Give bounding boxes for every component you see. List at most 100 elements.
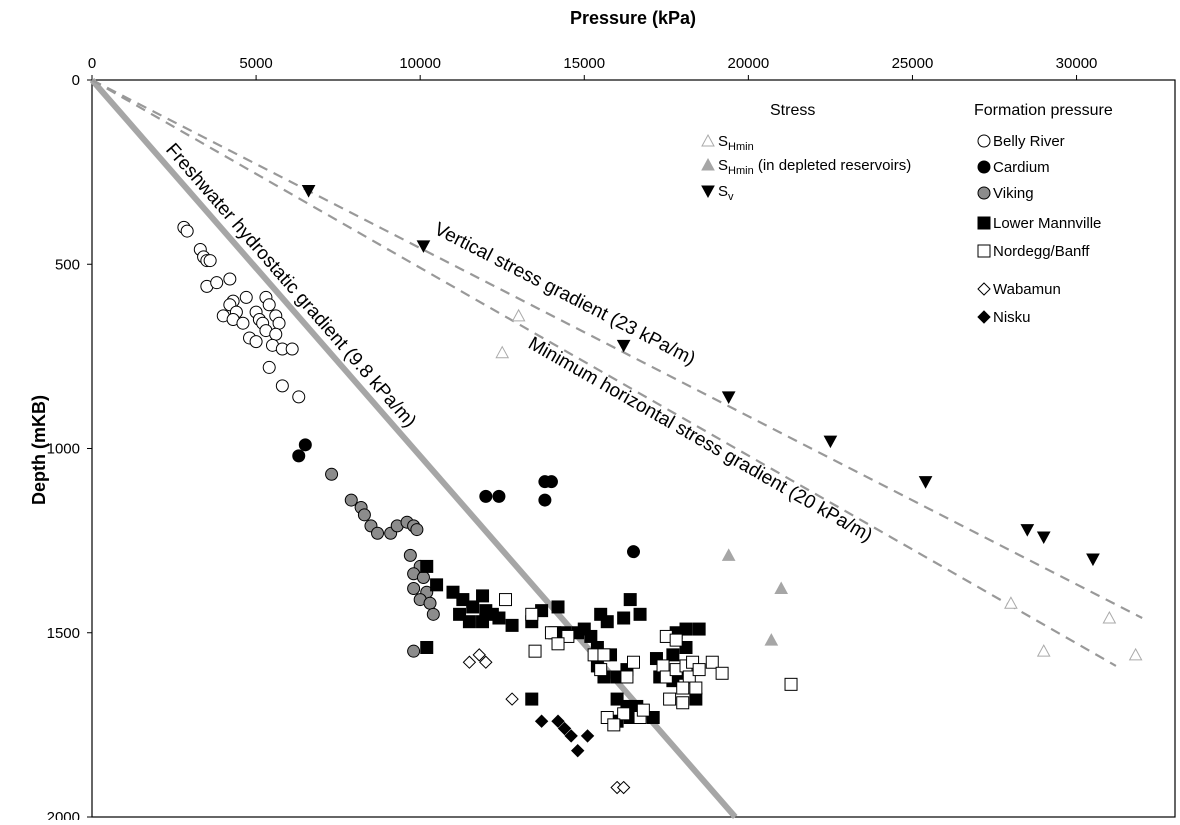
legend-marker [977,310,991,324]
wabamun-point [505,692,519,706]
viking-point [357,508,371,522]
belly-river-point [223,272,237,286]
nordegg-banff-point [659,670,673,684]
cardium-point [292,449,306,463]
legend-marker [977,244,991,258]
legend-stress-entry: Sv [718,183,734,203]
x-tick-label: 15000 [563,55,605,72]
belly-river-point [262,360,276,374]
lower-mannville-point [679,640,693,654]
viking-point [344,493,358,507]
legend-formation-entry: Viking [993,185,1034,202]
nordegg-banff-point [525,607,539,621]
lower-mannville-point [633,607,647,621]
cardium-point [538,493,552,507]
sv-point [616,339,631,353]
shmin-point [495,345,510,359]
lower-mannville-point [430,578,444,592]
legend-formation-entry: Wabamun [993,281,1061,298]
legend-formation-entry: Lower Mannville [993,215,1101,232]
belly-river-point [210,276,224,290]
nordegg-banff-point [682,670,696,684]
cardium-point [627,545,640,559]
shmin-in-depleted-reservoirs-point [774,581,789,595]
shmin-in-depleted-reservoirs-point [721,548,736,561]
lower-mannville-point [646,711,660,725]
nordegg-banff-point [669,633,683,647]
y-tick-label: 1000 [47,441,80,458]
wabamun-point [472,648,486,662]
legend-formation-entry: Nisku [993,309,1031,326]
x-axis-title: Pressure (kPa) [570,8,696,28]
nordegg-banff-point [551,637,565,651]
y-tick-label: 0 [72,72,80,89]
y-tick-label: 500 [55,256,80,273]
legend-stress-entry: SHmin [718,133,754,153]
lower-mannville-point [505,618,519,632]
y-tick-label: 1500 [47,625,80,642]
nordegg-banff-point [784,677,798,691]
legend-stress-entry: SHmin (in depleted reservoirs) [718,157,911,177]
lower-mannville-point [692,622,706,636]
lower-mannville-point [617,611,631,625]
legend-marker [701,133,715,147]
vertical-stress-gradient-line [91,79,1143,619]
nisku-point [557,721,572,736]
lower-mannville-point [600,615,614,629]
sv-point [1036,531,1051,544]
y-axis-title: Depth (mKB) [29,395,49,505]
viking-point [407,582,421,596]
nordegg-banff-point [597,648,611,662]
cardium-point [544,475,558,489]
belly-river-point [272,316,286,330]
sv-point [301,185,316,198]
x-tick-label: 20000 [728,55,770,72]
legend-formation-entry: Belly River [993,133,1065,150]
legend-formation-entry: Cardium [993,159,1050,176]
lower-mannville-point [679,622,693,636]
wabamun-point [616,780,631,795]
shmin-point [1004,596,1018,609]
nordegg-banff-point [715,666,729,680]
lower-mannville-point [476,615,490,629]
sv-point [918,476,933,489]
y-tick-label: 2000 [47,809,80,820]
belly-river-point [239,290,253,304]
shmin-point [1128,647,1143,661]
nordegg-banff-point [594,663,608,677]
lower-mannville-point [492,611,506,625]
viking-point [410,523,424,537]
belly-river-point [203,254,217,268]
x-tick-label: 10000 [399,55,441,72]
nordegg-banff-point [528,644,542,658]
nordegg-banff-point [617,707,631,721]
legend-marker [977,216,991,230]
nordegg-banff-point [627,655,640,669]
nisku-point [551,714,565,728]
lower-mannville-point [551,600,565,614]
nordegg-banff-point [689,681,703,695]
lower-mannville-point [446,585,460,599]
belly-river-point [269,327,283,341]
legend-formation-title: Formation pressure [974,102,1113,119]
nordegg-banff-point [676,696,690,710]
nisku-point [564,729,578,743]
viking-point [371,526,385,540]
nisku-point [580,729,595,743]
belly-river-point [262,298,276,312]
nordegg-banff-point [620,670,634,684]
nordegg-banff-point [705,655,719,669]
cardium-point [479,489,493,503]
legend-marker [977,134,991,148]
lower-mannville-point [453,607,467,621]
legend-stress-title: Stress [770,102,815,119]
lower-mannville-point [666,648,680,662]
nordegg-banff-point [636,703,650,717]
sv-point [1086,553,1100,567]
nordegg-banff-point [656,659,670,673]
wabamun-point [479,655,493,669]
lower-mannville-point [420,559,434,573]
sv-point [416,240,431,253]
x-tick-label: 30000 [1056,55,1098,72]
